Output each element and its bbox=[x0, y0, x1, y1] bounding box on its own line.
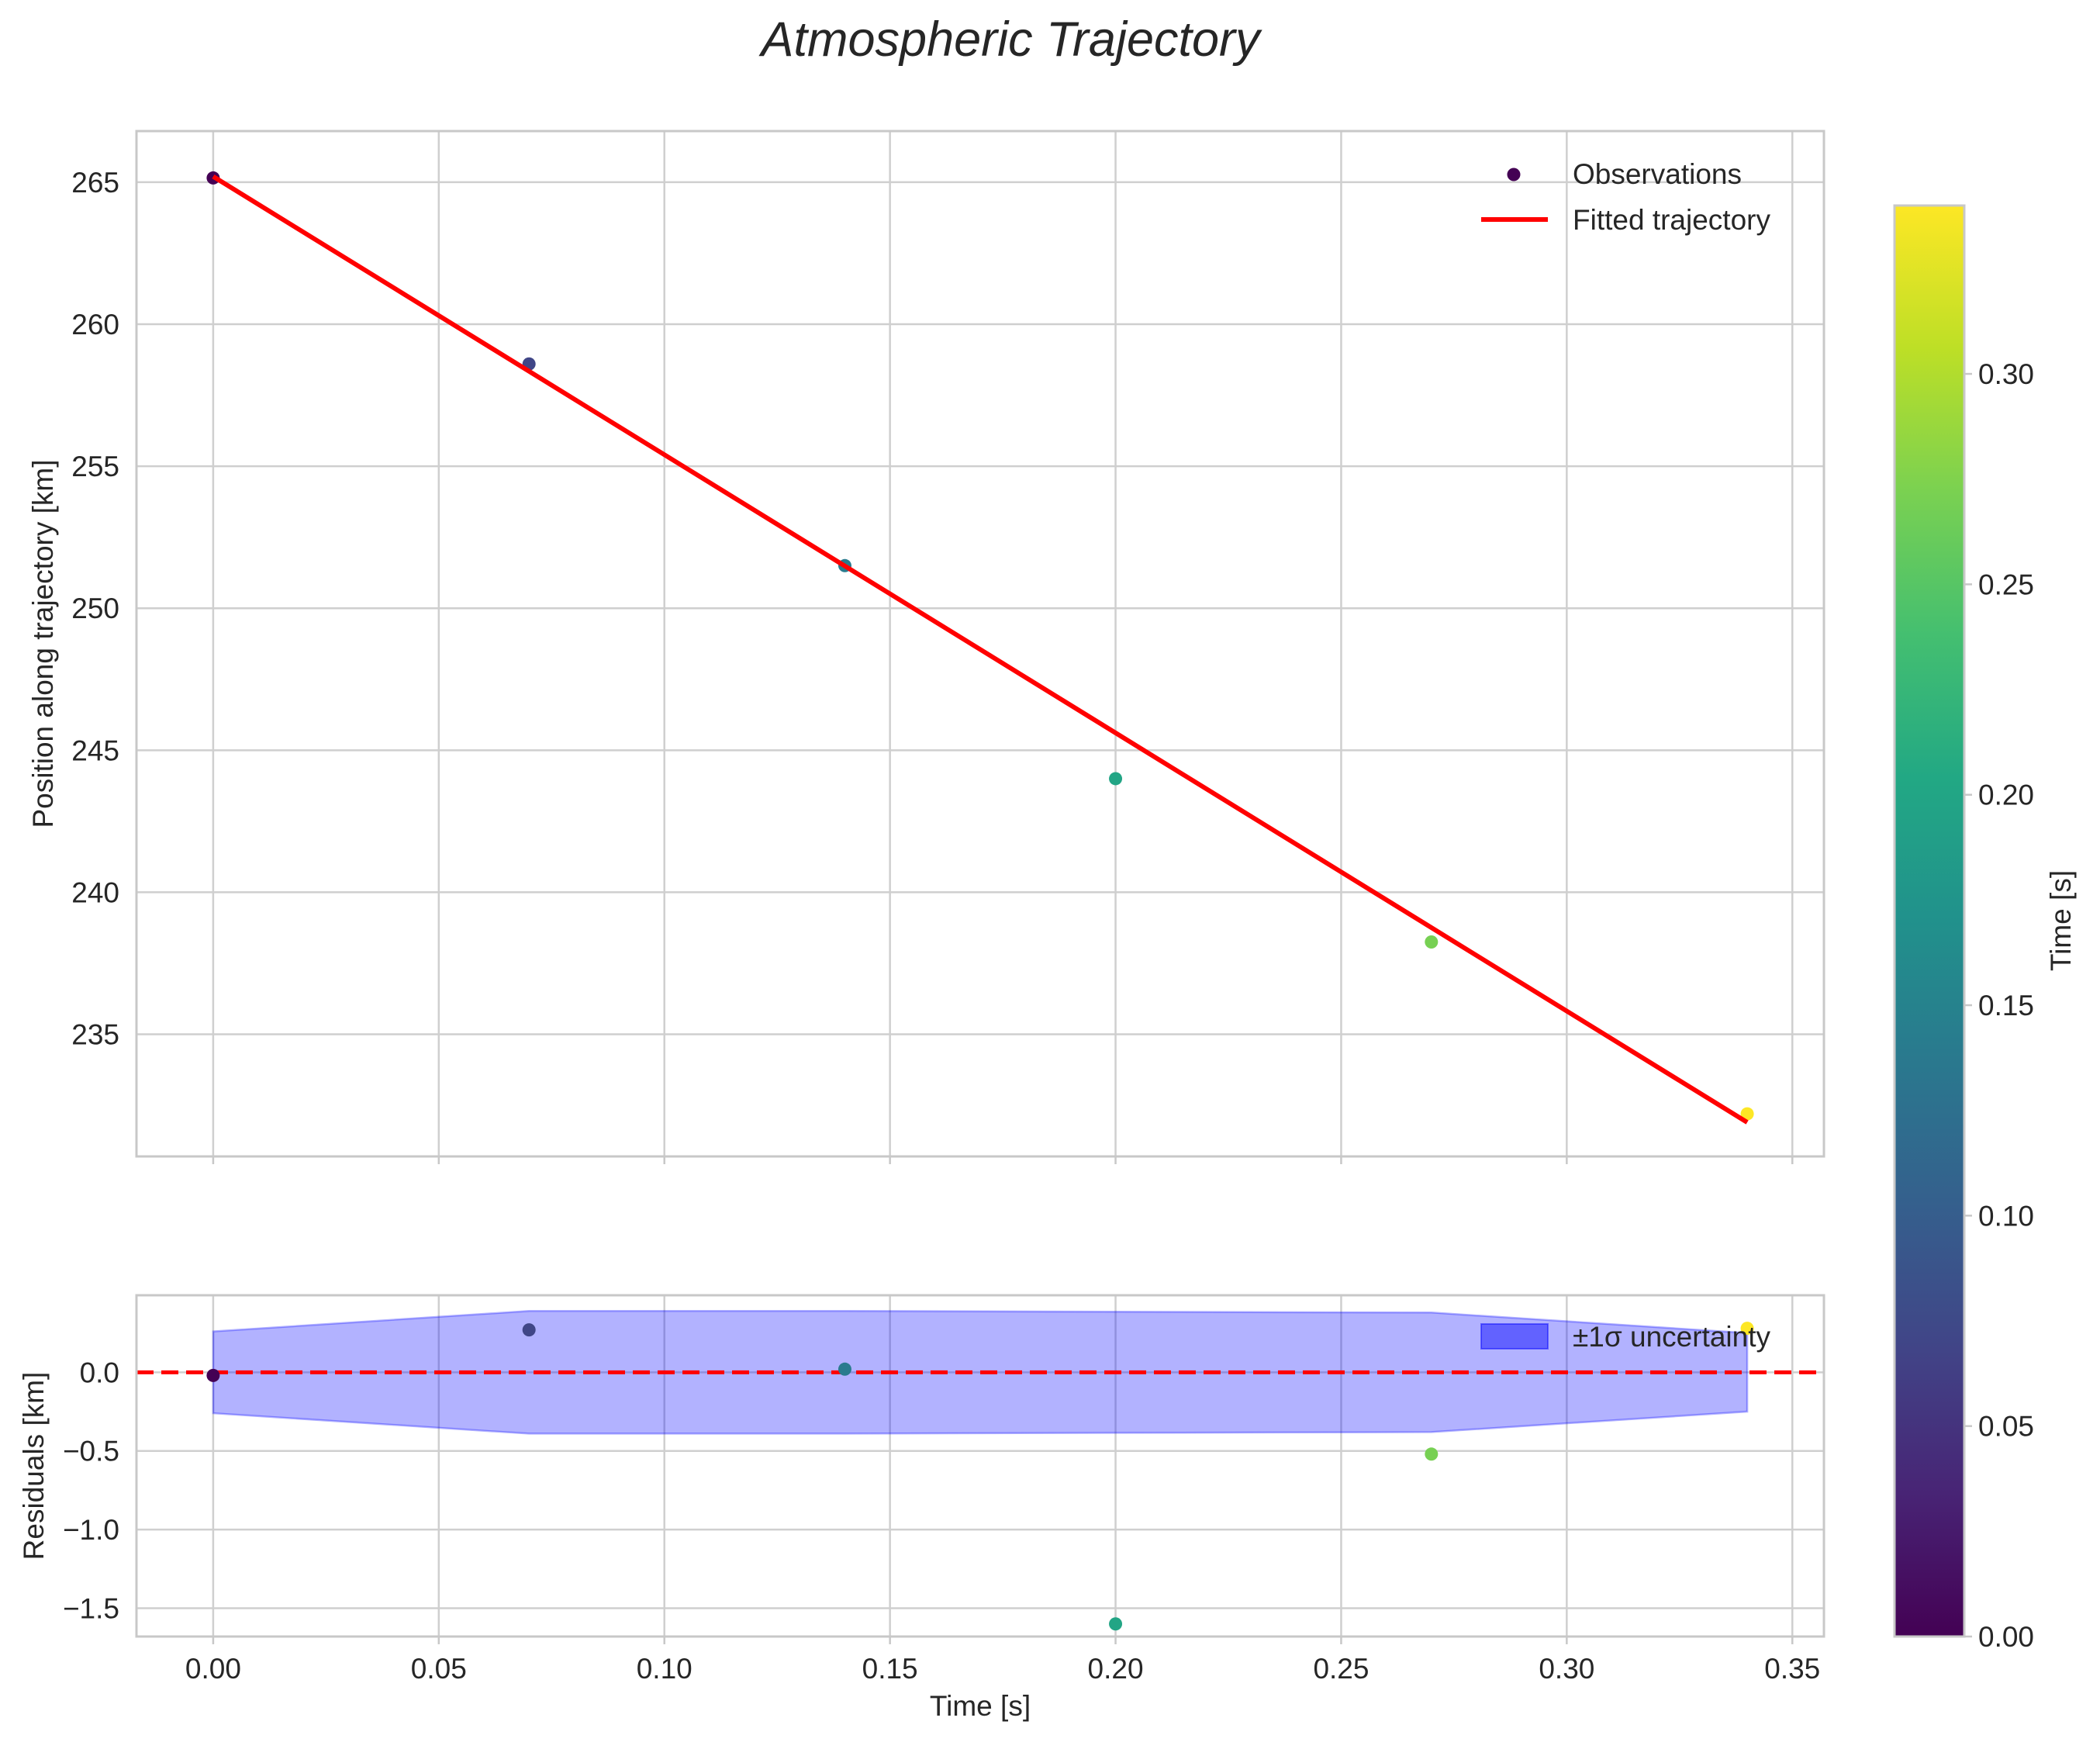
bottom-x-tick-label: 0.30 bbox=[1539, 1653, 1594, 1685]
colorbar-tick-label: 0.25 bbox=[1978, 569, 2034, 600]
colorbar-tick-label: 0.10 bbox=[1978, 1200, 2034, 1232]
top-y-tick-label: 260 bbox=[71, 309, 119, 340]
bottom-frame bbox=[135, 1294, 1825, 1638]
bottom-x-tick-label: 0.10 bbox=[637, 1653, 693, 1685]
bottom-x-tick-label: 0.35 bbox=[1764, 1653, 1820, 1685]
colorbar-tick-label: 0.20 bbox=[1978, 779, 2034, 811]
top-y-ticks: 235 240 245 250 255 260 265 bbox=[71, 167, 119, 1051]
legend-observations-label: Observations bbox=[1573, 158, 1742, 190]
top-panel: 235 240 245 250 255 260 265 Position along tra… bbox=[27, 130, 1825, 1164]
top-y-tick-label: 245 bbox=[71, 734, 119, 766]
colorbar-tick-label: 0.00 bbox=[1978, 1621, 2034, 1653]
colorbar-tick-label: 0.30 bbox=[1978, 358, 2034, 390]
residual-point bbox=[522, 1323, 536, 1337]
residual-point bbox=[838, 1362, 851, 1376]
legend-fit-label: Fitted trajectory bbox=[1573, 204, 1770, 236]
bottom-y-tick-label: −0.5 bbox=[63, 1436, 119, 1467]
chart-title: Atmospheric Trajectory bbox=[758, 12, 1262, 67]
colorbar-tick-label: 0.05 bbox=[1978, 1411, 2034, 1443]
top-y-tick-label: 250 bbox=[71, 593, 119, 624]
fitted-trajectory-line bbox=[212, 175, 1749, 1125]
colorbar-tick-label: 0.15 bbox=[1978, 990, 2034, 1021]
bottom-x-tick-label: 0.05 bbox=[411, 1653, 467, 1685]
bottom-y-tick-label: −1.0 bbox=[63, 1514, 119, 1546]
colorbar-label: Time [s] bbox=[2045, 870, 2077, 971]
bottom-x-axis-label: Time [s] bbox=[930, 1690, 1031, 1722]
bottom-x-tick-label: 0.25 bbox=[1313, 1653, 1369, 1685]
legend-uncertainty-label: ±1σ uncertainty bbox=[1573, 1321, 1770, 1353]
top-plot-area bbox=[206, 171, 1754, 1125]
top-y-axis-label: Position along trajectory [km] bbox=[27, 459, 59, 828]
bottom-legend: ±1σ uncertainty bbox=[1480, 1321, 1770, 1353]
observation-point bbox=[1425, 935, 1439, 949]
residual-point bbox=[1740, 1322, 1754, 1336]
residual-point bbox=[206, 1368, 220, 1382]
bottom-plot-area bbox=[136, 1310, 1824, 1631]
bottom-y-tick-label: 0.0 bbox=[80, 1357, 119, 1388]
top-y-tick-label: 265 bbox=[71, 167, 119, 199]
top-frame bbox=[135, 130, 1825, 1158]
bottom-x-ticks: 0.00 0.05 0.10 0.15 0.20 0.25 0.30 0.35 bbox=[185, 1637, 1820, 1685]
legend-uncertainty-swatch bbox=[1480, 1323, 1549, 1350]
colorbar-gradient bbox=[1894, 206, 1964, 1637]
bottom-y-axis-label: Residuals [km] bbox=[18, 1372, 50, 1561]
top-y-tick-label: 255 bbox=[71, 451, 119, 482]
colorbar-frame bbox=[1893, 204, 1966, 1638]
residual-point bbox=[1109, 1617, 1123, 1631]
top-grid bbox=[136, 131, 1824, 1156]
top-y-tick-label: 240 bbox=[71, 876, 119, 908]
observation-point bbox=[1109, 772, 1123, 786]
bottom-y-ticks: −1.5 −1.0 −0.5 0.0 bbox=[63, 1357, 119, 1624]
observation-point bbox=[1740, 1107, 1754, 1121]
bottom-x-tick-label: 0.15 bbox=[862, 1653, 918, 1685]
top-y-tick-label: 235 bbox=[71, 1019, 119, 1051]
bottom-x-tick-label: 0.20 bbox=[1088, 1653, 1144, 1685]
bottom-panel: −1.5 −1.0 −0.5 0.0 0.00 0.05 0.10 0.15 0.20 0.25… bbox=[18, 1294, 1825, 1722]
legend-observations-marker bbox=[1507, 168, 1521, 181]
colorbar-ticks: 0.00 0.05 0.10 0.15 0.20 0.25 0.30 bbox=[1964, 358, 2034, 1653]
residual-point bbox=[1425, 1447, 1439, 1461]
bottom-x-tick-label: 0.00 bbox=[185, 1653, 241, 1685]
top-legend: Observations Fitted trajectory bbox=[1481, 158, 1770, 236]
colorbar: 0.00 0.05 0.10 0.15 0.20 0.25 0.30 Time [s] bbox=[1893, 204, 2077, 1653]
top-x-ticks bbox=[212, 1156, 1794, 1164]
bottom-y-tick-label: −1.5 bbox=[63, 1593, 119, 1625]
